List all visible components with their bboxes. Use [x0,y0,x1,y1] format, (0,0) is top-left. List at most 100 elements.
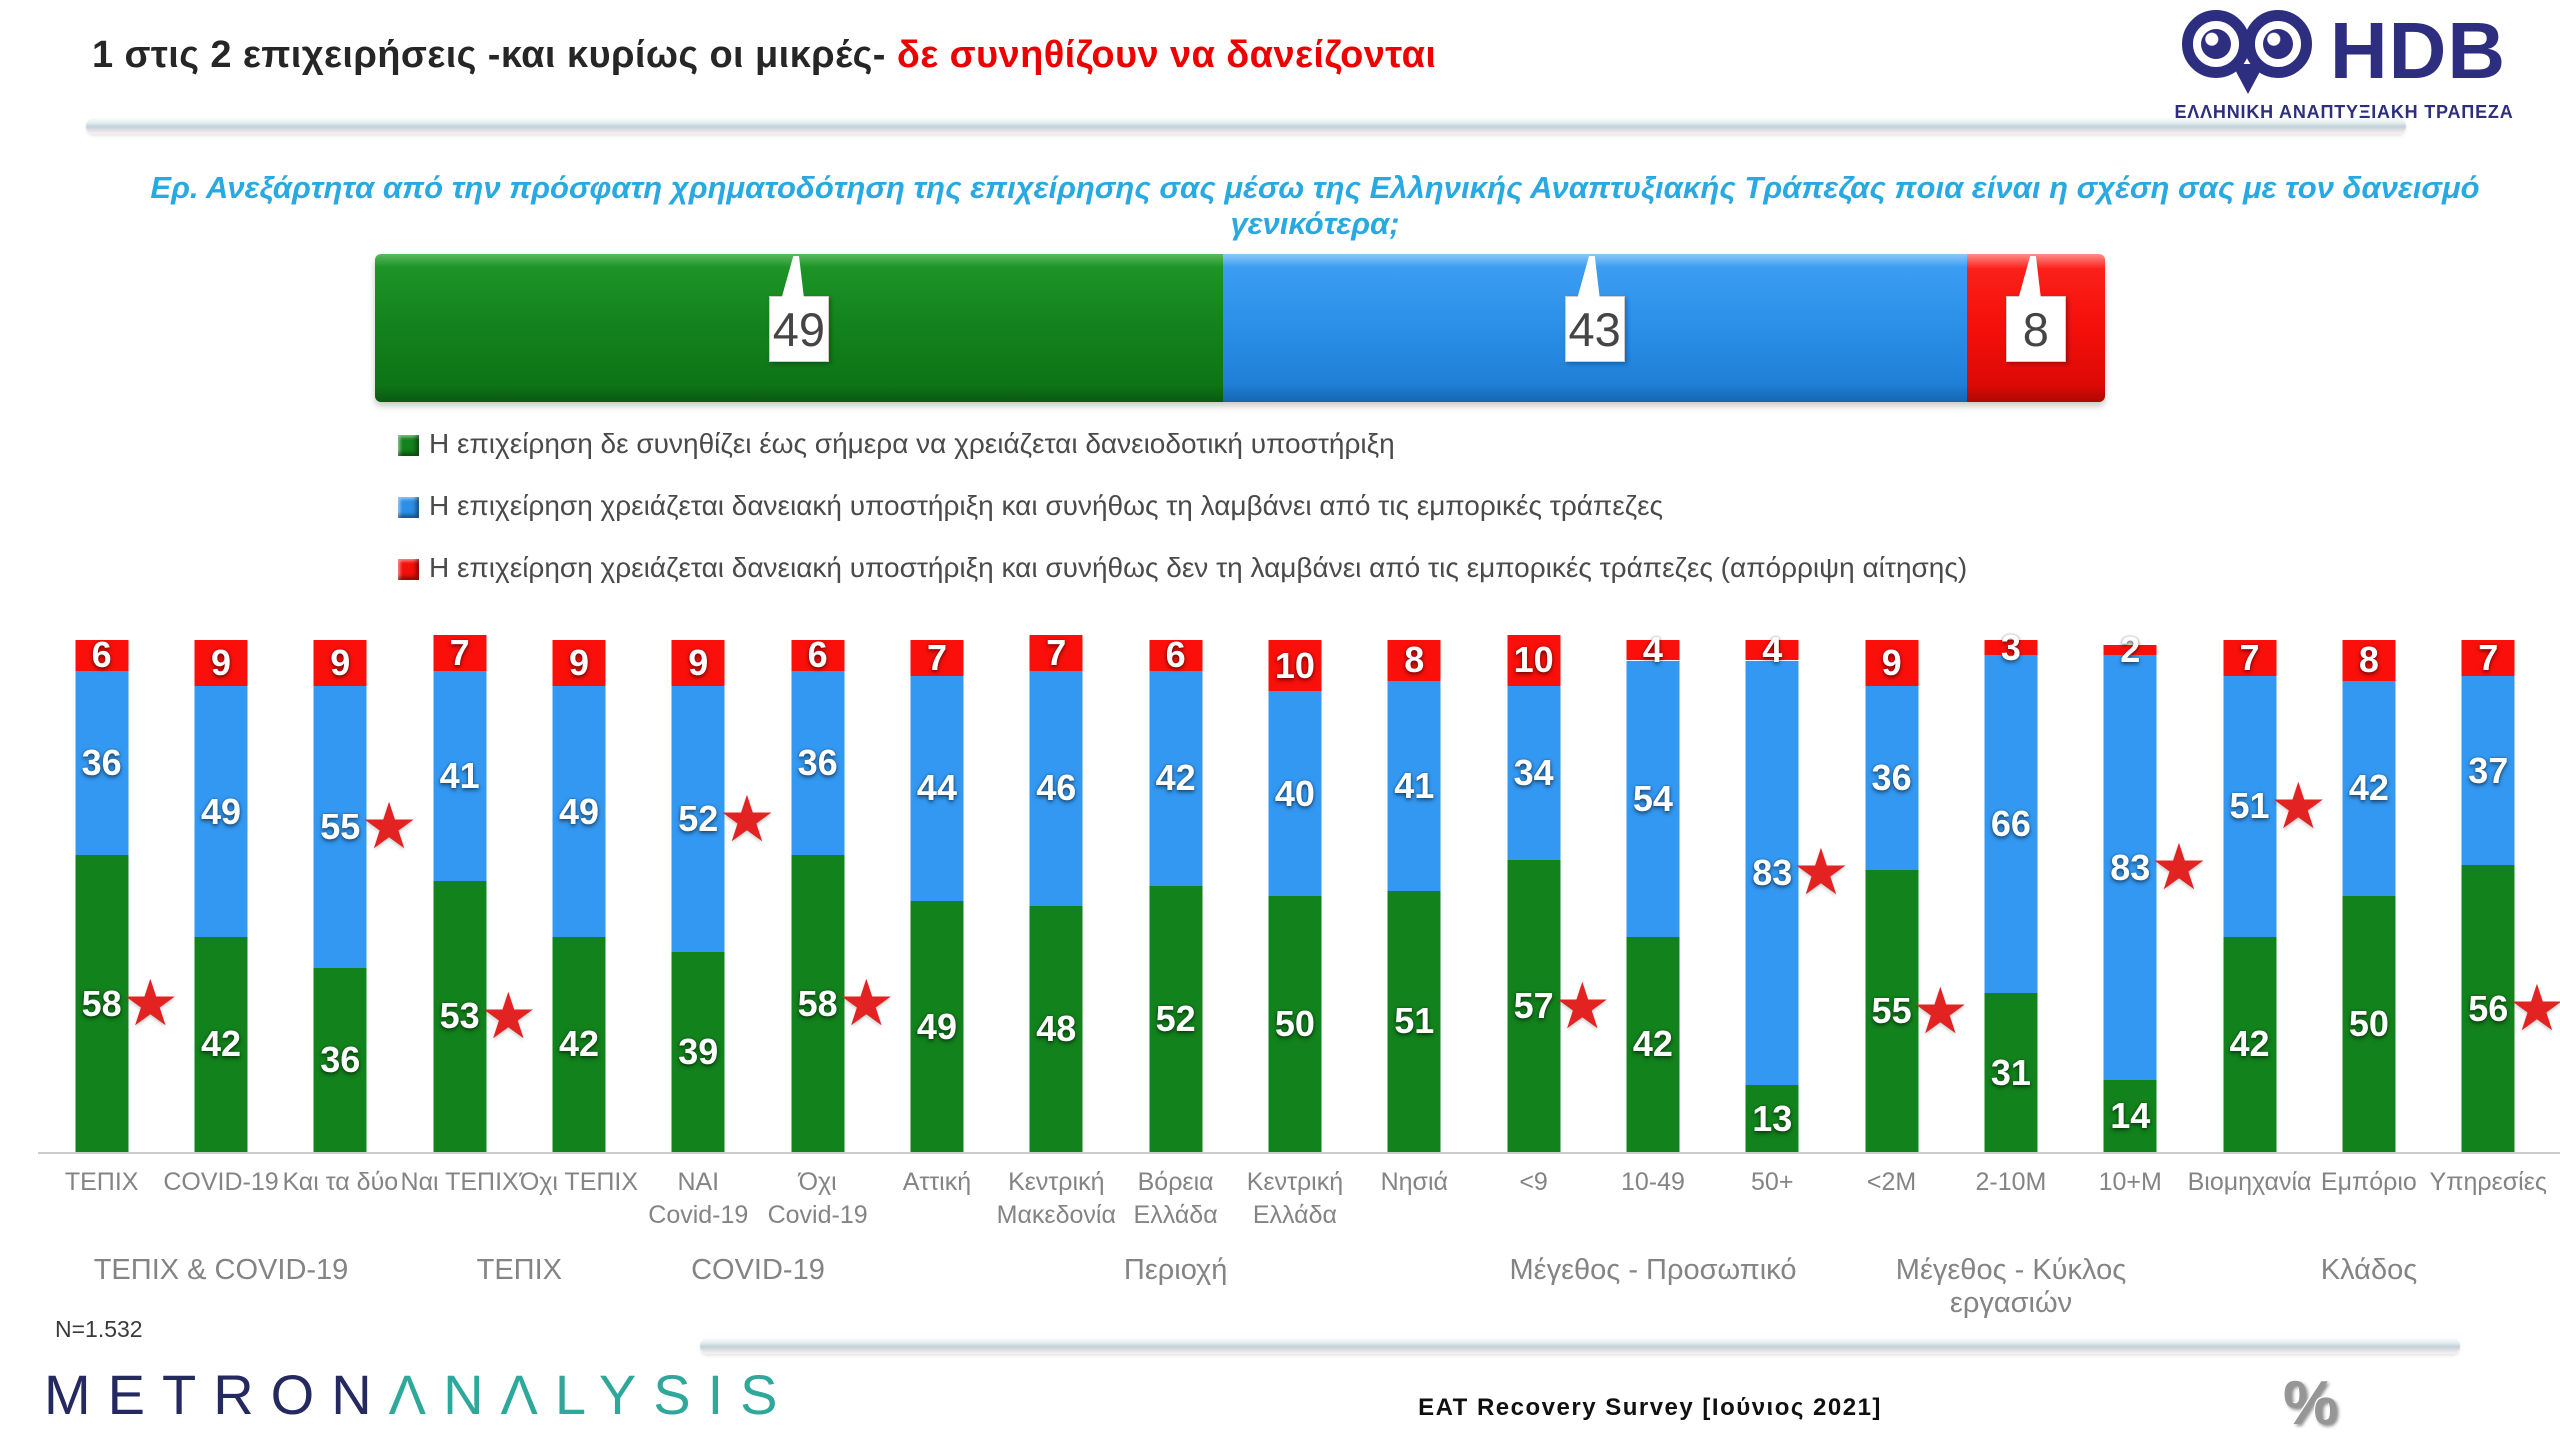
bar-value-label-green: 51 [1394,1000,1435,1042]
group-labels-row: ΤΕΠΙΧ & COVID-19 ΤΕΠΙΧ COVID-19 Περιοχή Μέγε… [42,1254,2548,1319]
bar-value-label-blue: 41 [439,754,480,796]
bar-segment-blue [2103,655,2157,1081]
bar-segment-red [75,640,129,671]
survey-question: Ερ. Ανεξάρτητα από την πρόσφατη χρηματοδ… [150,170,2480,241]
bar-column: 42 49 9 Όχι ΤΕΠΙΧ [519,640,638,1196]
bar-stack: 48 46 7 [1029,634,1083,1152]
bar-segment-green [2223,936,2277,1152]
bar-column: 36 55 9 ★ Και τα δύο [281,640,418,1196]
breakdown-chart: 58 36 6 ★ ΤΕΠΙΧ 42 49 9 COVID-19 36 55 9 ★ Και τα δύο… [38,629,2560,1229]
bar-column: 31 66 3 2-10M [1951,629,2070,1196]
metron-analysis-logo: METRONΛNΛLYSIS [44,1362,795,1427]
group-label: Περιοχή [1123,1254,1228,1286]
category-label: Όχι Covid-19 [767,1168,868,1229]
legend-item: Η επιχείρηση χρειάζεται δανειακή υποστήρ… [398,552,1967,584]
group-label: COVID-19 [691,1254,825,1286]
bar-value-label-red: 6 [1165,634,1186,676]
star-icon: ★ [2150,831,2208,904]
top-divider [86,118,2406,134]
bar-value-label-green: 56 [2468,987,2509,1029]
category-label: Εμπόριο [2320,1168,2417,1196]
bar-segment-red [1745,640,1799,661]
hdb-subtitle: ΕΛΛΗΝΙΚΗ ΑΝΑΠΤΥΞΙΑΚΗ ΤΡΑΠΕΖΑ [2174,102,2514,122]
category-label: Και τα δύο [282,1168,399,1196]
bar-column: 42 49 9 COVID-19 [161,640,280,1196]
bar-value-label-red: 9 [688,642,709,684]
bar-segment-red [791,640,845,671]
bar-stack: 42 49 9 [552,640,606,1152]
bar-segment-red [2342,640,2396,681]
owl-eye-right-icon [2243,10,2312,78]
star-icon: ★ [1911,974,1969,1047]
category-label: Όχι ΤΕΠΙΧ [519,1168,639,1196]
bar-value-label-green: 42 [1632,1023,1673,1065]
star-icon: ★ [2508,971,2560,1044]
bar-value-label-blue: 41 [1394,764,1435,806]
hbar-segment-blue: 43 [1222,254,1967,402]
category-label: Κεντρική Μακεδονία [996,1168,1116,1229]
star-icon: ★ [1792,836,1850,909]
bar-segment-blue [194,686,248,937]
bar-segment-green [313,967,367,1152]
bar-column: 50 40 10 Κεντρική Ελλάδα [1235,640,1354,1229]
page-title: 1 στις 2 επιχειρήσεις -και κυρίως οι μικ… [92,34,1436,77]
bar-column: 58 36 6 ★ ΤΕΠΙΧ [42,637,179,1196]
category-label: <2M [1866,1168,1917,1196]
bar-value-label-green: 14 [2110,1095,2151,1137]
bar-value-label-green: 31 [1990,1051,2031,1093]
bar-value-label-green: 50 [2348,1003,2389,1044]
bar-segment-red [1507,634,1561,687]
bar-segment-red [1626,640,1680,661]
bar-value-label-red: 9 [1881,642,1902,684]
bar-value-label-green: 42 [558,1023,599,1065]
category-label: <9 [1519,1168,1548,1196]
bar-value-label-blue: 44 [916,767,957,809]
bar-segment-blue [1745,660,1799,1086]
bar-value-label-red: 7 [1046,631,1067,673]
bar-column: 39 52 9 ★ ΝΑΙ Covid-19 [639,640,776,1229]
group-label: ΤΕΠΙΧ [476,1254,563,1286]
owl-eye-left-icon [2181,10,2250,78]
hdb-acronym: HDB [2329,6,2507,95]
bar-column: 58 36 6 ★ Όχι Covid-19 [758,637,895,1229]
bar-value-label-blue: 42 [1155,757,1196,799]
legend-label: Η επιχείρηση χρειάζεται δανειακή υποστήρ… [429,552,1968,583]
bar-value-label-red: 9 [210,642,231,684]
bar-stack: 49 44 7 [910,639,964,1152]
bar-stack: 42 49 9 [194,640,248,1152]
bar-segment-red [1387,640,1441,681]
metron-logo-part2: ΛNΛLYSIS [388,1363,795,1426]
bar-column: 51 41 8 Νησιά [1355,640,1474,1196]
bar-stack: 50 42 8 [2342,640,2396,1152]
category-label: COVID-19 [163,1168,279,1196]
bar-segment-blue [1268,691,1322,896]
bar-value-label-red: 10 [1513,639,1554,681]
bar-stack: 42 51 7 ★ [2223,639,2327,1152]
bar-stack: 39 52 9 ★ [671,640,776,1152]
star-icon: ★ [837,966,895,1039]
bar-segment-green [1745,1085,1799,1152]
bar-segment-red [433,634,487,671]
bar-segment-red [552,640,606,687]
legend-green-square-icon [398,435,419,456]
bar-value-label-blue: 42 [2348,767,2389,809]
bar-segment-red [2103,645,2157,656]
bar-value-label-blue: 40 [1274,772,1315,814]
page-title-red: δε συνηθίζουν να δανείζονται [896,34,1437,76]
bar-value-label-red: 2 [2120,629,2141,671]
bar-value-label-red: 9 [568,642,589,684]
legend-label: Η επιχείρηση χρειάζεται δανειακή υποστήρ… [429,490,1664,521]
bar-segment-blue [1387,680,1441,891]
bar-segment-green [1984,993,2038,1152]
bar-stack: 42 54 4 [1626,632,1680,1152]
bar-stack: 58 36 6 ★ [75,637,179,1152]
bar-value-label-blue: 36 [797,741,838,783]
bar-value-label-green: 58 [797,982,838,1024]
bar-segment-green [552,936,606,1152]
bar-segment-blue [910,675,964,902]
bar-segment-red [910,640,964,676]
hbar-callout-icon [2018,256,2041,297]
hbar-value-box: 49 [768,256,829,362]
bar-stack: 55 36 9 ★ [1865,640,1969,1152]
